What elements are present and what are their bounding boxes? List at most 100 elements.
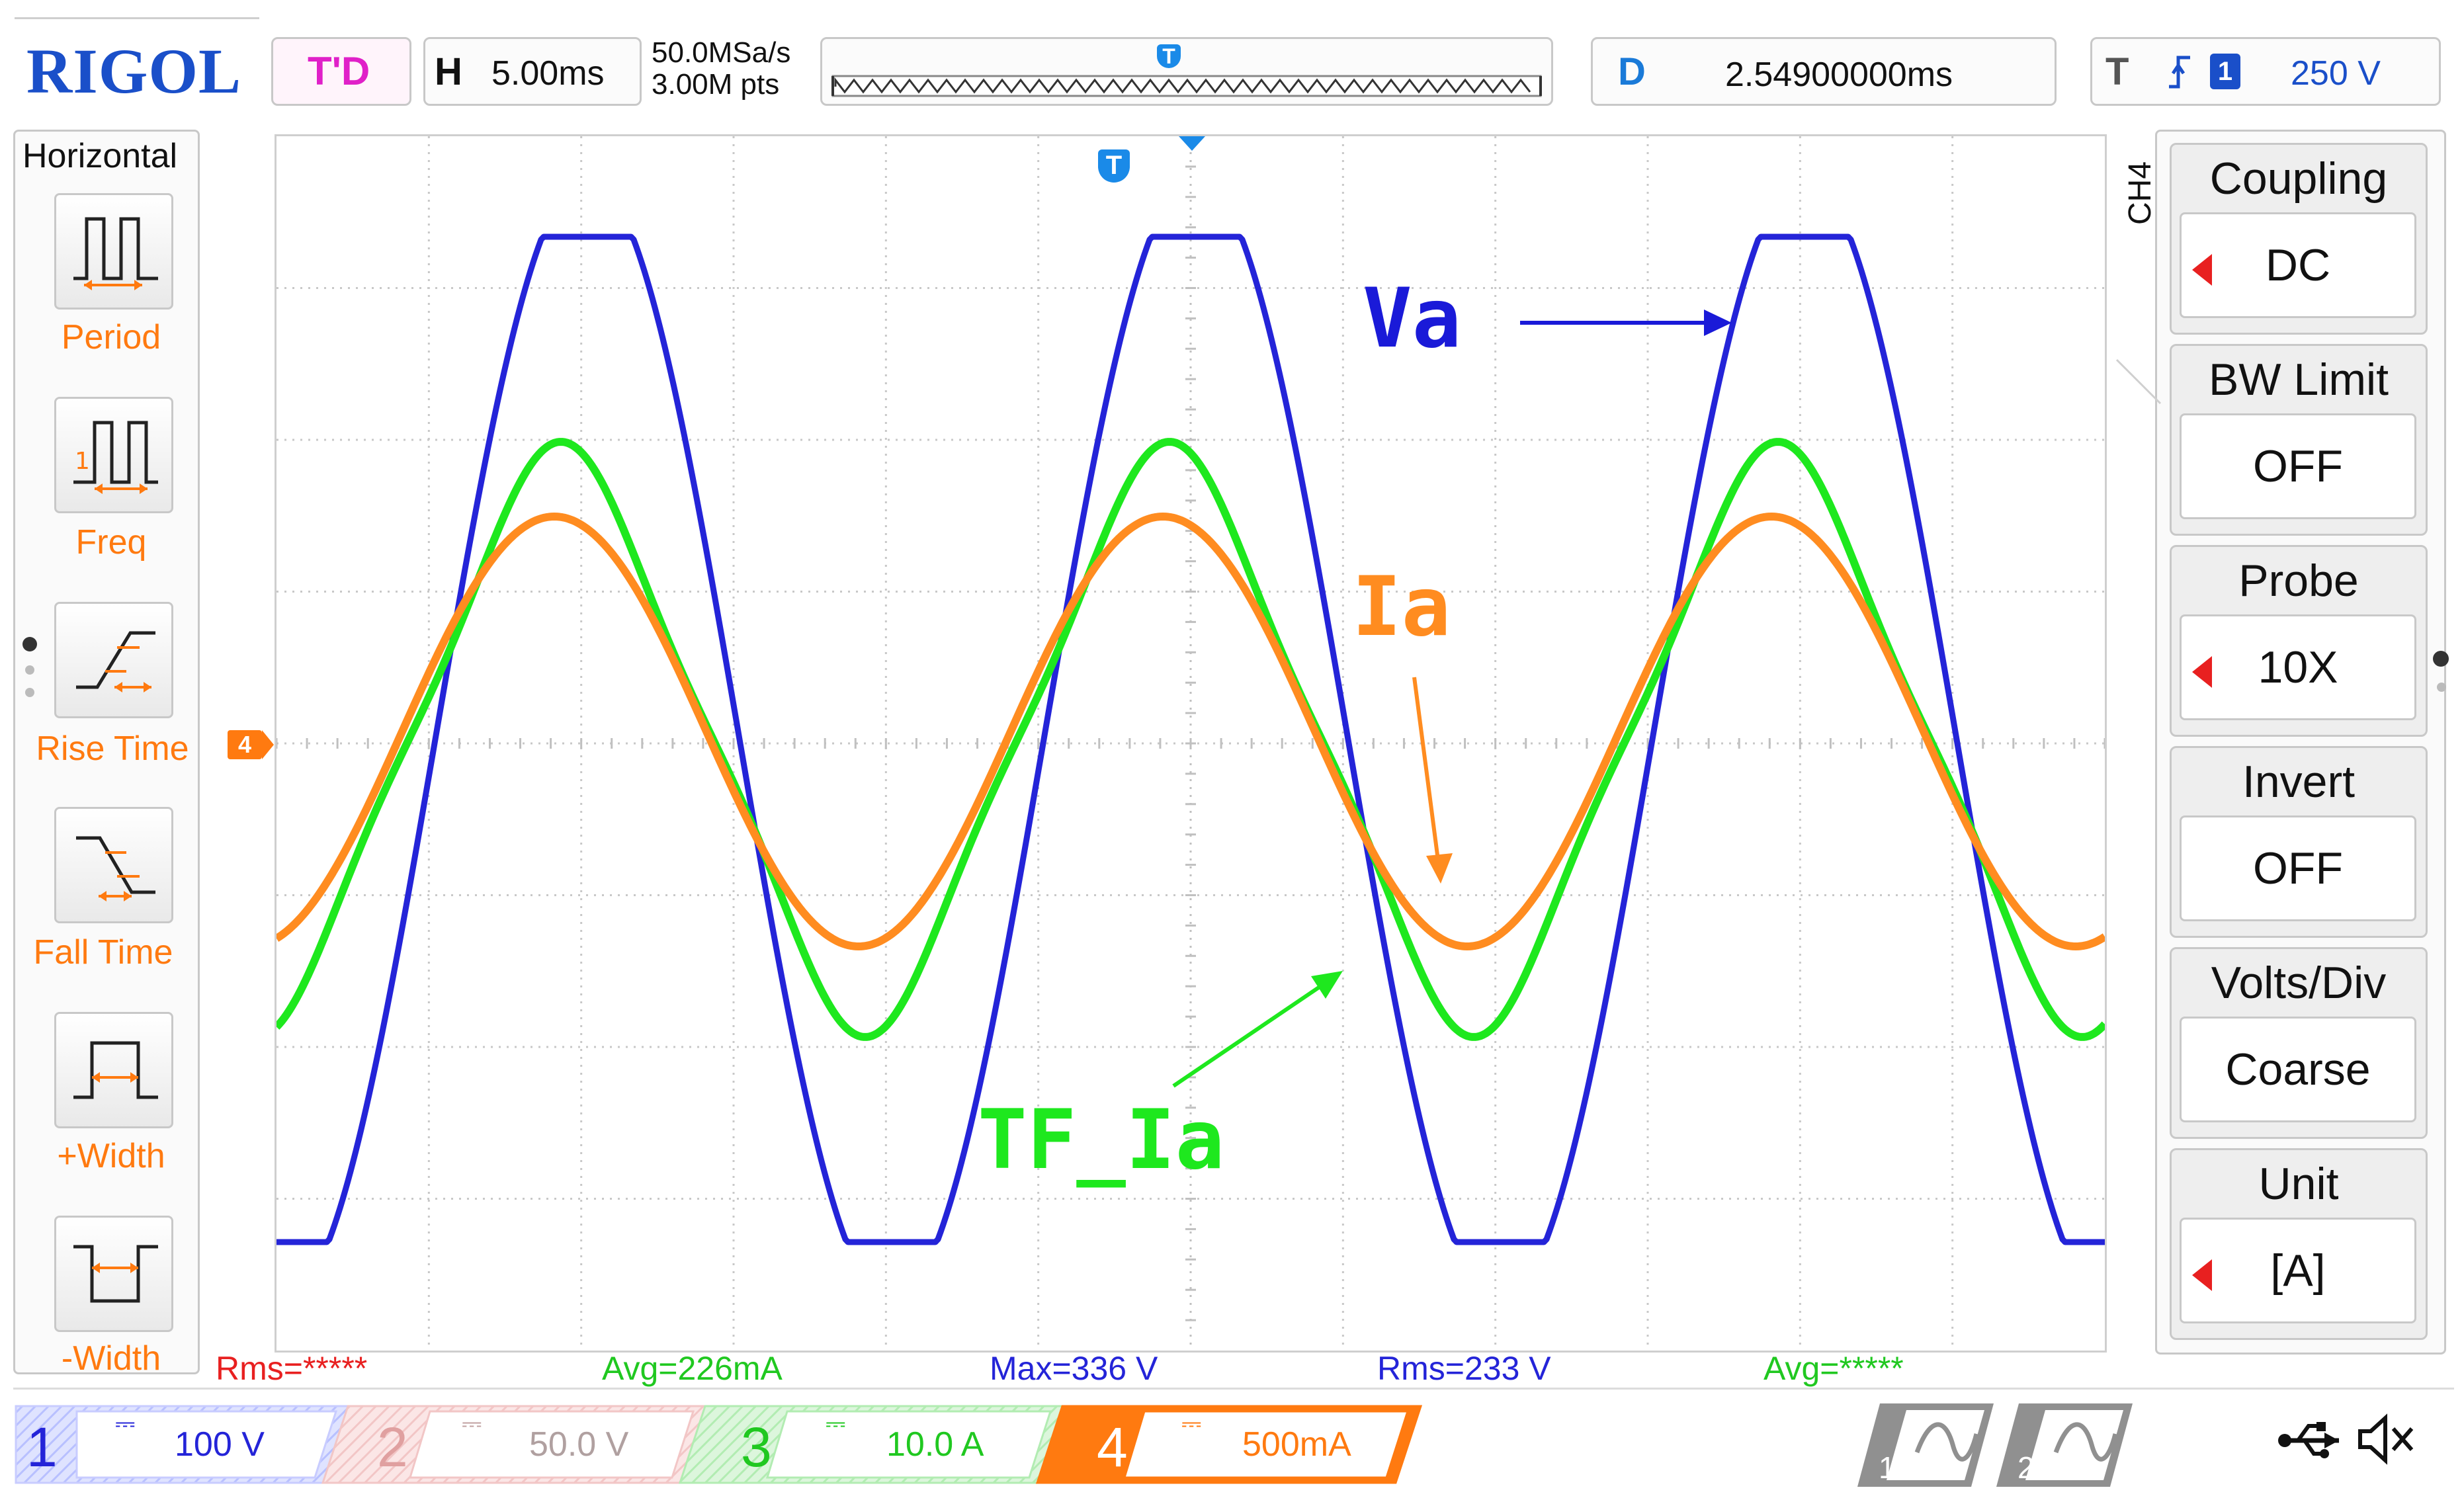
channel-1-scale: 100 V bbox=[175, 1425, 265, 1464]
rising-edge-icon bbox=[2166, 52, 2193, 92]
dc-coupling-icon: ⎓ bbox=[826, 1410, 845, 1439]
probe-button[interactable]: Probe 10X bbox=[2170, 545, 2428, 737]
acquisition-info: 50.0MSa/s 3.00M pts bbox=[652, 37, 790, 101]
timebase-box[interactable]: H 5.00ms bbox=[423, 37, 642, 106]
invert-value: OFF bbox=[2180, 815, 2416, 921]
page-indicator bbox=[2437, 683, 2446, 692]
memory-waveform-preview bbox=[822, 39, 1552, 105]
channel-label: CH4 bbox=[2122, 161, 2158, 225]
measurement-avg-ch3: Avg=226mA bbox=[602, 1349, 783, 1388]
selector-arrow-icon bbox=[2192, 1259, 2212, 1291]
trigger-box[interactable]: T 1 250 V bbox=[2090, 37, 2441, 106]
bw-limit-button[interactable]: BW Limit OFF bbox=[2170, 344, 2428, 536]
svg-text:1: 1 bbox=[75, 448, 90, 475]
channel-1-tab[interactable]: 1 ⎓ 100 V bbox=[13, 1403, 351, 1487]
channel-2-scale: 50.0 V bbox=[529, 1425, 628, 1464]
menu-pointer bbox=[2114, 357, 2174, 417]
memory-depth: 3.00M pts bbox=[652, 69, 790, 101]
unit-button[interactable]: Unit [A] bbox=[2170, 1148, 2428, 1340]
probe-value-text: 10X bbox=[2258, 642, 2338, 692]
fall-time-icon bbox=[65, 819, 165, 912]
trigger-level: 250 V bbox=[2291, 54, 2381, 93]
probe-title: Probe bbox=[2172, 555, 2426, 606]
measurement-avg-ch3-2: Avg=***** bbox=[1763, 1349, 1904, 1388]
frequency-icon: 1 bbox=[65, 409, 165, 502]
fall-time-button[interactable] bbox=[54, 807, 173, 923]
run-status-box[interactable]: T'D bbox=[271, 37, 411, 106]
dc-coupling-icon: ⎓ bbox=[115, 1410, 135, 1439]
page-indicator bbox=[25, 688, 34, 697]
ch4-ground-marker-tip bbox=[262, 730, 274, 759]
positive-width-button[interactable] bbox=[54, 1012, 173, 1128]
ia-arrow bbox=[1414, 677, 1453, 884]
negative-width-button[interactable] bbox=[54, 1216, 173, 1332]
bw-limit-value: OFF bbox=[2180, 413, 2416, 519]
ch4-ground-marker[interactable]: 4 bbox=[228, 730, 262, 759]
delay-value: 2.54900000ms bbox=[1725, 55, 1953, 95]
negative-width-icon bbox=[65, 1228, 165, 1321]
math-2-button[interactable]: 2 bbox=[1995, 1397, 2134, 1489]
rise-time-icon bbox=[65, 614, 165, 707]
volts-div-title: Volts/Div bbox=[2172, 957, 2426, 1009]
trigger-delay-marker bbox=[1179, 136, 1205, 151]
fall-time-label: Fall Time bbox=[4, 933, 202, 972]
trigger-position-marker[interactable]: T bbox=[1098, 149, 1130, 183]
page-indicator-active bbox=[22, 637, 37, 651]
ia-annotation: Ia bbox=[1352, 560, 1451, 655]
channel-4-number: 4 bbox=[1097, 1415, 1128, 1480]
channel-1-number: 1 bbox=[26, 1415, 58, 1480]
logo-underline bbox=[15, 17, 259, 19]
period-button[interactable] bbox=[54, 193, 173, 310]
sample-rate: 50.0MSa/s bbox=[652, 37, 790, 69]
tf-ia-annotation: TF_Ia bbox=[978, 1093, 1224, 1188]
volts-div-value: Coarse bbox=[2180, 1017, 2416, 1122]
memory-overview[interactable]: T bbox=[820, 37, 1553, 106]
channel-3-number: 3 bbox=[741, 1415, 772, 1480]
rise-time-button[interactable] bbox=[54, 602, 173, 718]
waveform-display[interactable]: Va Ia TF_Ia bbox=[275, 134, 2107, 1353]
dc-coupling-icon: ⎓ bbox=[462, 1410, 482, 1439]
positive-width-icon bbox=[65, 1024, 165, 1117]
unit-title: Unit bbox=[2172, 1158, 2426, 1210]
memory-trigger-marker: T bbox=[1157, 44, 1181, 68]
math-2-number: 2 bbox=[2018, 1450, 2035, 1485]
probe-value: 10X bbox=[2180, 614, 2416, 720]
math-1-number: 1 bbox=[1879, 1450, 1896, 1485]
math-wave-icon bbox=[1995, 1397, 1996, 1398]
channel-2-number: 2 bbox=[377, 1415, 408, 1480]
math-1-button[interactable]: 1 bbox=[1856, 1397, 1995, 1489]
math-wave-icon bbox=[1856, 1397, 1857, 1398]
frequency-button[interactable]: 1 bbox=[54, 397, 173, 513]
volts-div-button[interactable]: Volts/Div Coarse bbox=[2170, 947, 2428, 1139]
usb-icon bbox=[2275, 1417, 2348, 1463]
channel-3-tab[interactable]: 3 ⎓ 10.0 A bbox=[708, 1403, 1065, 1487]
trigger-label: T bbox=[2105, 50, 2129, 94]
measurement-max-ch1: Max=336 V bbox=[990, 1349, 1158, 1388]
negative-width-label: -Width bbox=[12, 1339, 210, 1378]
invert-button[interactable]: Invert OFF bbox=[2170, 746, 2428, 938]
menu-title: Horizontal bbox=[22, 136, 177, 176]
rise-time-label: Rise Time bbox=[13, 729, 212, 769]
measurement-rms-ch2: Rms=***** bbox=[216, 1349, 367, 1388]
period-icon bbox=[65, 206, 165, 298]
coupling-button[interactable]: Coupling DC bbox=[2170, 143, 2428, 335]
va-annotation: Va bbox=[1363, 271, 1461, 366]
sound-muted-icon bbox=[2355, 1413, 2421, 1466]
frequency-label: Freq bbox=[12, 522, 210, 562]
invert-title: Invert bbox=[2172, 756, 2426, 808]
channel-2-tab[interactable]: 2 ⎓ 50.0 V bbox=[351, 1403, 708, 1487]
channel-4-scale: 500mA bbox=[1242, 1425, 1351, 1464]
selector-arrow-icon bbox=[2192, 254, 2212, 286]
trigger-source: 1 bbox=[2210, 54, 2240, 89]
measurement-rms-ch1: Rms=233 V bbox=[1377, 1349, 1551, 1388]
coupling-title: Coupling bbox=[2172, 153, 2426, 204]
timebase-label: H bbox=[435, 50, 462, 94]
page-indicator-active bbox=[2433, 651, 2449, 667]
positive-width-label: +Width bbox=[12, 1136, 210, 1176]
coupling-value: DC bbox=[2180, 212, 2416, 318]
delay-box[interactable]: D 2.54900000ms bbox=[1591, 37, 2057, 106]
run-status: T'D bbox=[308, 48, 370, 94]
brand-logo: RIGOL bbox=[26, 34, 241, 108]
channel-4-tab[interactable]: 4 ⎓ 500mA bbox=[1064, 1403, 1421, 1487]
unit-value-text: [A] bbox=[2270, 1245, 2325, 1296]
